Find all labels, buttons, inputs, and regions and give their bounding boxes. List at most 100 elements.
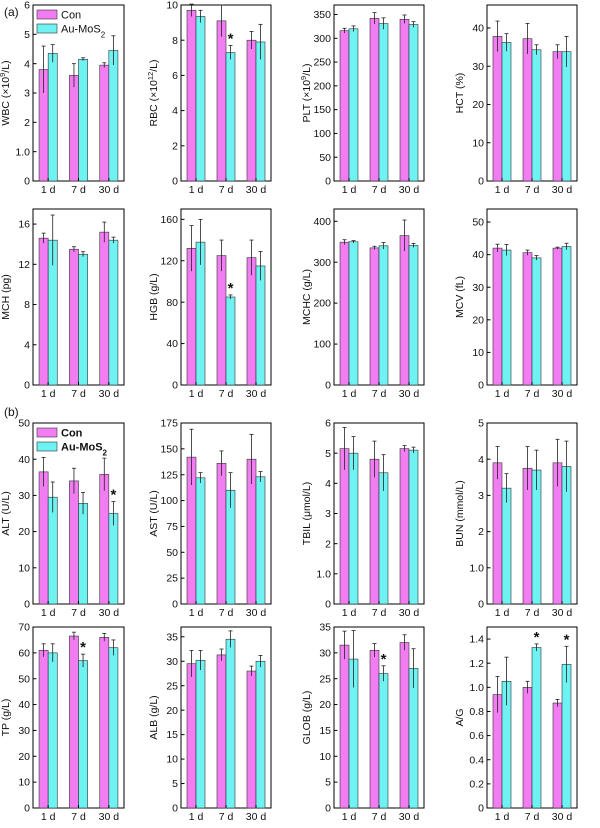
bar-au-mos2 <box>78 660 88 809</box>
y-tick-label: 3 <box>325 508 331 520</box>
legend-swatch-con <box>36 427 58 438</box>
bar-con <box>99 637 110 809</box>
y-tick-label: 1.0 <box>469 682 484 694</box>
y-tick-label: 10 <box>472 347 484 359</box>
y-tick-label: 4 <box>24 58 30 70</box>
x-tick-label: 7 d <box>372 388 387 400</box>
bar-con <box>399 18 410 182</box>
y-tick-label: 16 <box>18 219 30 231</box>
subplot-hgb: 0 40 80 120 160 1 d 7 d 30 d * HGB (g/L) <box>148 208 272 400</box>
x-tick-label: 30 d <box>552 388 573 400</box>
significance-star: * <box>228 30 234 47</box>
bar-au-mos2 <box>195 477 206 605</box>
x-tick-label: 30 d <box>399 184 420 196</box>
y-tick-label: 4 <box>478 454 484 466</box>
bar-con <box>492 247 503 386</box>
x-tick-label: 30 d <box>399 607 420 619</box>
subplot-mchc: 0 100 200 300 400 1 d 7 d 30 d MCHC (g/L) <box>301 208 425 400</box>
bar-con <box>216 255 227 386</box>
x-tick-label: 30 d <box>99 811 120 823</box>
bar-au-mos2 <box>255 660 266 809</box>
y-tick-label: 50 <box>166 547 178 559</box>
x-tick-label: 30 d <box>99 607 120 619</box>
bar-con <box>522 252 533 386</box>
y-tick-label: 100 <box>313 339 331 351</box>
bar-con <box>69 480 79 605</box>
y-tick-label: 0 <box>478 599 484 611</box>
bar-con <box>552 247 563 386</box>
x-tick-label: 7 d <box>71 184 86 196</box>
x-tick-label: 1 d <box>342 184 357 196</box>
y-tick-label: 40 <box>18 454 30 466</box>
bar-au-mos2 <box>348 452 359 605</box>
y-tick-label: 0 <box>325 803 331 815</box>
x-tick-label: 7 d <box>525 184 540 196</box>
x-tick-label: 30 d <box>399 388 420 400</box>
y-tick-label: 5 <box>325 777 331 789</box>
x-tick-label: 7 d <box>372 607 387 619</box>
bar-au-mos2 <box>501 249 512 386</box>
bar-au-mos2 <box>531 257 542 386</box>
y-tick-label: 20 <box>472 314 484 326</box>
y-axis-label: ALB (g/L) <box>148 695 160 739</box>
x-tick-label: 1 d <box>342 811 357 823</box>
bar-au-mos2 <box>78 253 88 386</box>
y-tick-label: 0.2 <box>469 778 484 790</box>
y-tick-label: 160 <box>160 214 178 226</box>
bar-con <box>69 75 79 182</box>
y-axis-label: BUN (mmol/L) <box>454 480 466 547</box>
y-tick-label: 5 <box>325 448 331 460</box>
x-tick-label: 1 d <box>189 184 204 196</box>
x-tick-label: 1 d <box>495 388 510 400</box>
bar-au-mos2 <box>408 668 419 809</box>
bar-au-mos2 <box>47 652 58 809</box>
bar-au-mos2 <box>47 496 58 605</box>
y-tick-label: 400 <box>313 216 331 228</box>
bar-au-mos2 <box>225 296 236 386</box>
bar-con <box>99 231 110 386</box>
bar-au-mos2 <box>531 469 542 605</box>
y-axis-label: TBIL (μmol/L) <box>301 482 313 545</box>
bar-con <box>246 670 257 809</box>
y-tick-label: 150 <box>313 104 331 116</box>
y-tick-label: 20 <box>472 99 484 111</box>
y-tick-label: 25 <box>319 673 331 685</box>
bar-con <box>246 39 257 182</box>
y-tick-label: 10 <box>166 754 178 766</box>
y-axis-label: PLT (×109/L) <box>299 64 314 123</box>
y-tick-label: 100 <box>160 495 178 507</box>
y-tick-label: 70 <box>18 622 30 634</box>
bar-au-mos2 <box>408 245 419 386</box>
bar-con <box>369 649 380 809</box>
bar-con <box>216 654 227 809</box>
subplot-ast: 0 25 50 75 100 125 150 175 1 d 7 d 30 d AST (U/L) <box>148 418 272 619</box>
bar-con <box>339 448 350 605</box>
bar-au-mos2 <box>378 472 389 605</box>
x-tick-label: 30 d <box>246 388 267 400</box>
bar-au-mos2 <box>47 53 58 182</box>
y-tick-label: 1.4 <box>469 634 484 646</box>
y-tick-label: 150 <box>160 443 178 455</box>
bar-au-mos2 <box>501 487 512 605</box>
bar-au-mos2 <box>108 647 119 809</box>
y-tick-label: 0 <box>478 803 484 815</box>
bar-au-mos2 <box>561 246 572 386</box>
y-axis-label: AST (U/L) <box>148 490 160 536</box>
y-tick-label: 5 <box>478 418 484 430</box>
legend-swatch-con <box>36 9 58 20</box>
significance-star: * <box>80 639 86 656</box>
bar-au-mos2 <box>255 476 266 605</box>
panel-label: (a) <box>4 5 19 19</box>
y-tick-label: 50 <box>18 418 30 430</box>
y-tick-label: 20 <box>166 705 178 717</box>
y-axis-label: ALT (U/L) <box>0 491 12 536</box>
y-tick-label: 3 <box>24 88 30 100</box>
bar-au-mos2 <box>108 50 119 182</box>
significance-star: * <box>564 631 570 648</box>
y-tick-label: 2 <box>478 526 484 538</box>
subplot-hct: 0 10 20 30 40 1 d 7 d 30 d HCT (%) <box>454 4 578 196</box>
y-tick-label: 40 <box>18 699 30 711</box>
bar-au-mos2 <box>195 16 206 182</box>
x-tick-label: 1 d <box>189 388 204 400</box>
legend-swatch-au <box>36 23 58 34</box>
